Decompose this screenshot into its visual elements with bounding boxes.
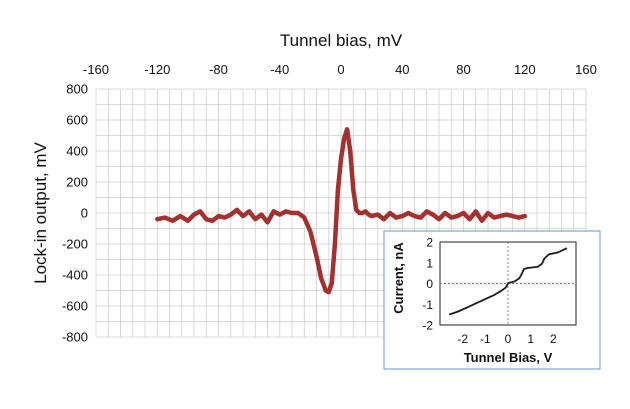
inset-x-tick-label: 1: [527, 332, 534, 346]
main-y-tick-label: 200: [66, 175, 88, 190]
main-y-tick-label: -600: [62, 299, 88, 314]
main-y-tick-label: 600: [66, 113, 88, 128]
inset-x-tick-label: 2: [550, 332, 557, 346]
main-x-axis-title: Tunnel bias, mV: [280, 31, 403, 50]
inset-y-tick-label: 0: [426, 277, 433, 291]
main-y-tick-label: 800: [66, 82, 88, 97]
main-y-axis-title: Lock-in output, mV: [31, 141, 50, 283]
inset-x-tick-label: 0: [505, 332, 512, 346]
inset-y-tick-label: -2: [422, 319, 433, 333]
main-x-tick-label: -160: [83, 62, 109, 77]
main-x-tick-label: 160: [575, 62, 597, 77]
inset-frame: [383, 230, 601, 370]
main-x-tick-label: 120: [514, 62, 536, 77]
main-y-tick-label: -200: [62, 237, 88, 252]
inset-y-axis-title: Current, nA: [391, 242, 406, 314]
main-y-tick-label: 0: [81, 206, 88, 221]
inset-chart: -2 -1 0 1 2 2 1 0 -1 -2 Tunnel Bias, V Current, …: [383, 230, 601, 370]
inset-y-tick-label: 2: [426, 236, 433, 250]
inset-x-axis-title: Tunnel Bias, V: [464, 350, 553, 365]
main-x-tick-label: 40: [395, 62, 409, 77]
inset-x-tick-label: -1: [480, 332, 491, 346]
main-y-tick-labels: 800 600 400 200 0 -200 -400 -600 -800: [62, 82, 88, 345]
inset-y-tick-labels: 2 1 0 -1 -2: [422, 236, 433, 333]
main-series-group: [155, 127, 528, 295]
inset-y-tick-label: -1: [422, 298, 433, 312]
inset-x-tick-labels: -2 -1 0 1 2: [457, 332, 557, 346]
inset-y-tick-label: 1: [426, 256, 433, 270]
main-y-tick-label: -400: [62, 268, 88, 283]
main-x-tick-labels: -160 -120 -80 -40 0 40 80 120 160: [83, 62, 597, 77]
inset-x-tick-label: -2: [457, 332, 468, 346]
main-x-tick-label: -80: [209, 62, 228, 77]
main-x-tick-label: -40: [270, 62, 289, 77]
main-x-tick-label: 80: [456, 62, 470, 77]
main-y-tick-label: -800: [62, 330, 88, 345]
inset-series-line: [448, 247, 568, 316]
main-x-tick-label: 0: [337, 62, 344, 77]
main-x-tick-label: -120: [144, 62, 170, 77]
main-series-line: [155, 127, 528, 295]
inset-series-group: [448, 247, 568, 316]
main-y-tick-label: 400: [66, 144, 88, 159]
